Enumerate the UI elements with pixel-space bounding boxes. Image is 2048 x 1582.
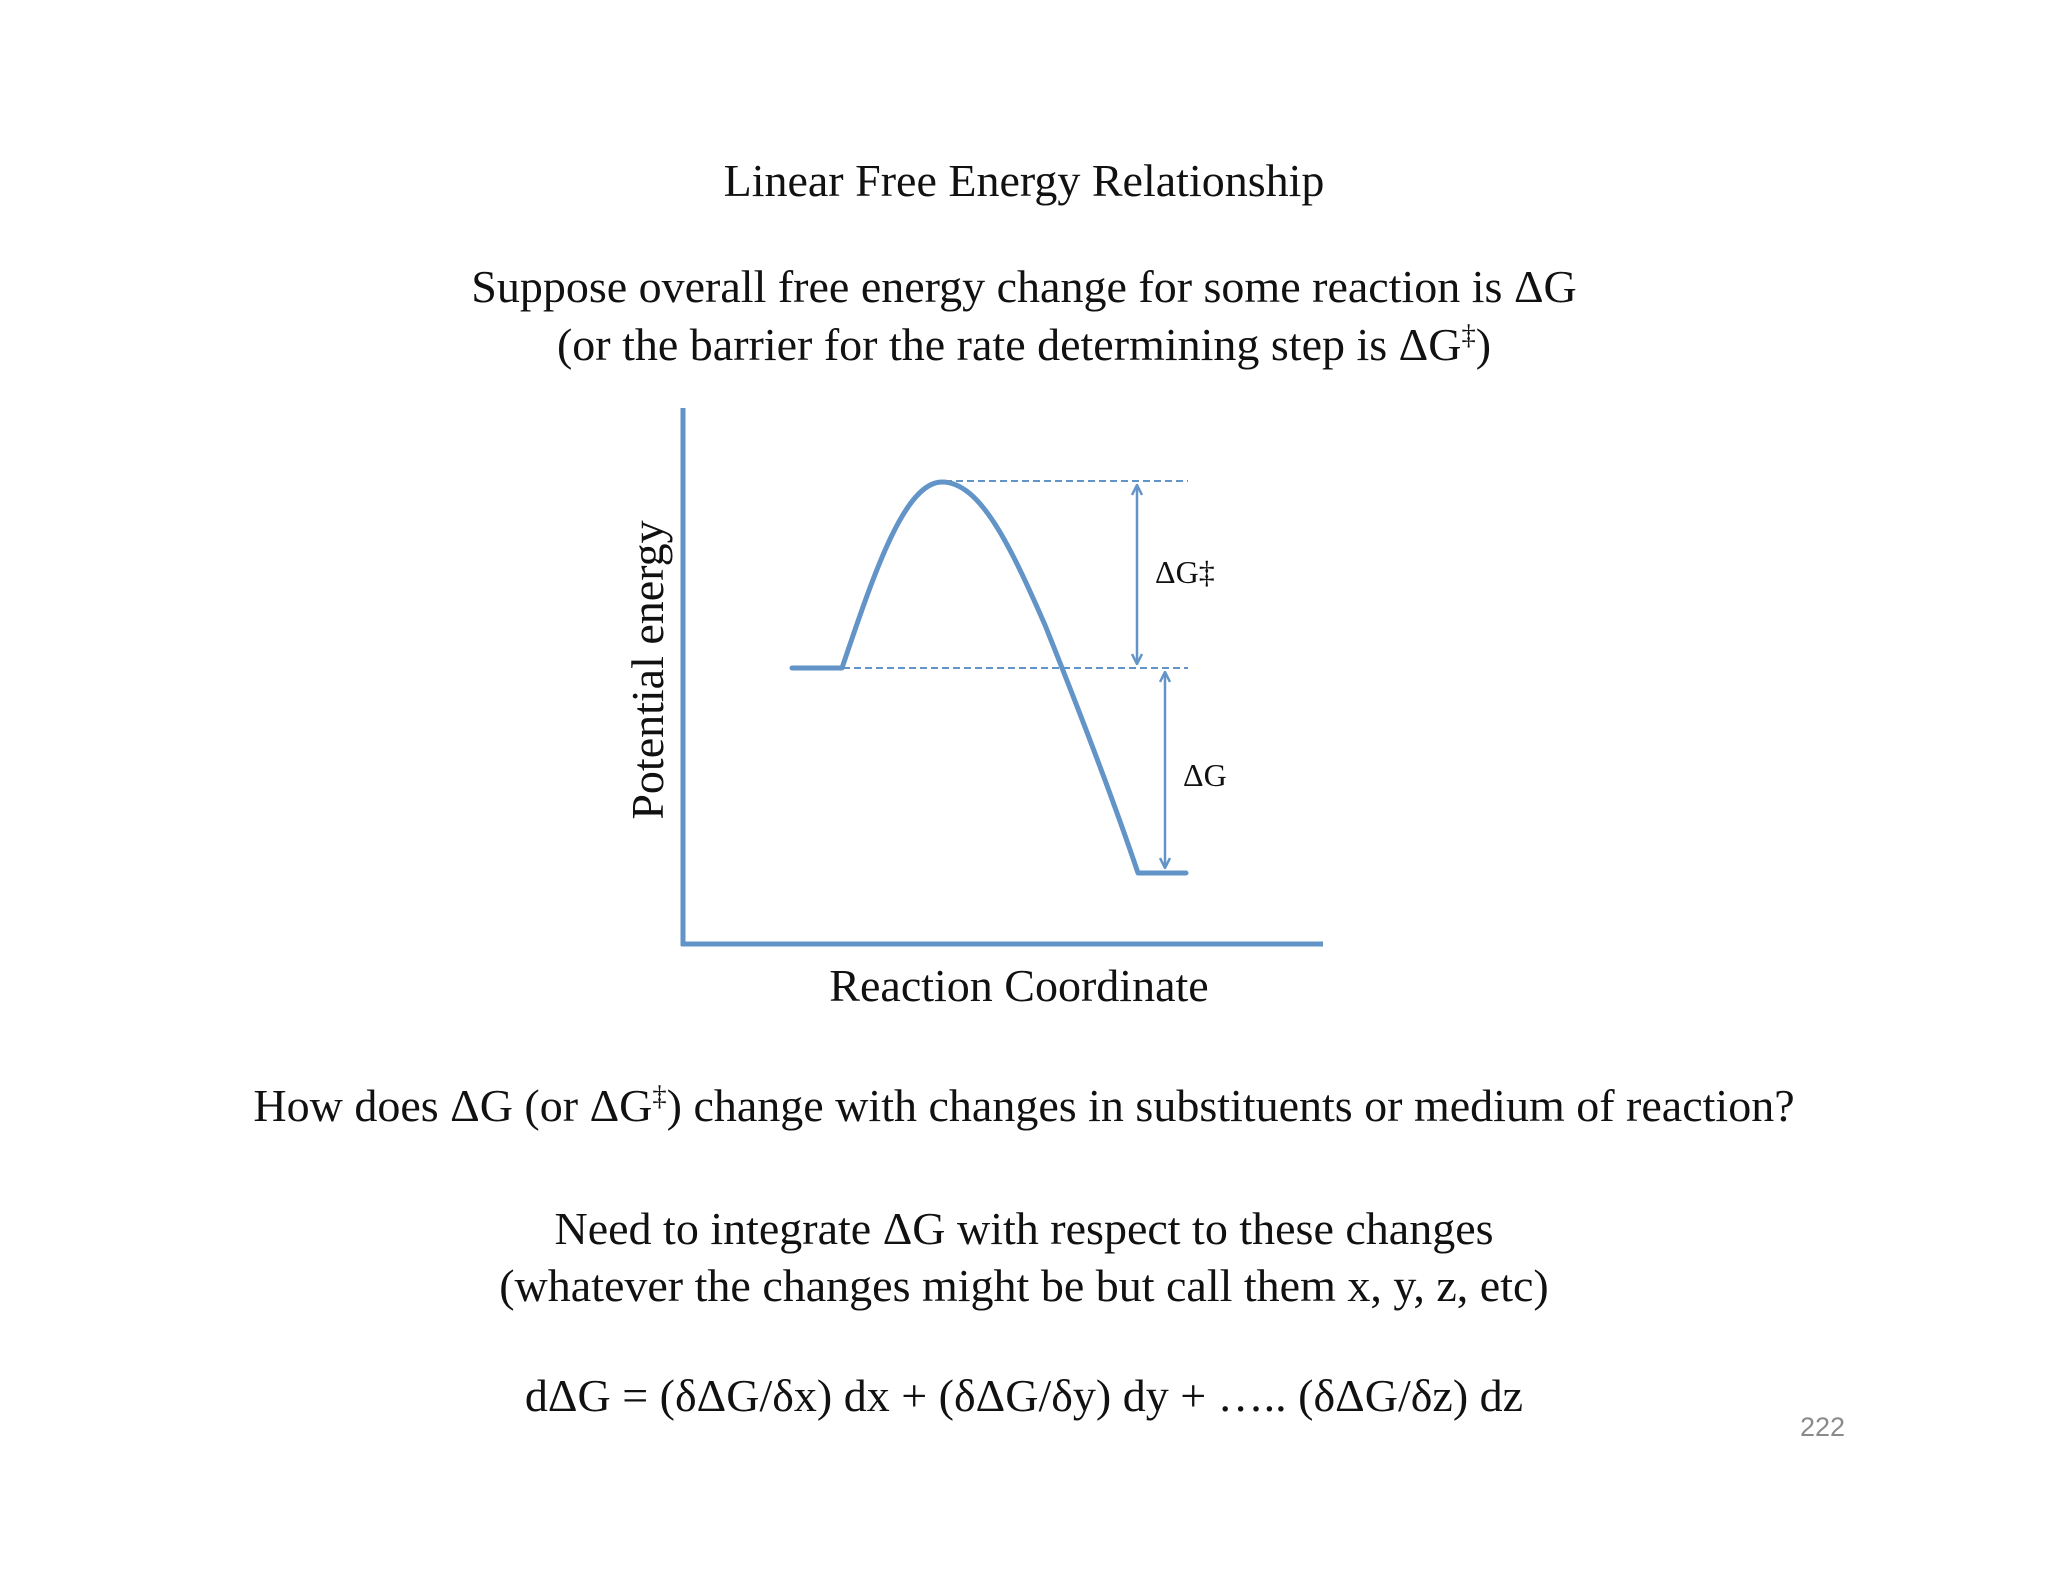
question-text-end: ) change with changes in substituents or… <box>666 1080 1795 1131</box>
question-line: How does ΔG (or ΔG‡) change with changes… <box>0 1083 2048 1129</box>
reaction-energy-curve <box>789 479 1189 876</box>
barrier-label: ΔG‡ <box>1155 554 1215 590</box>
need-line-2: (whatever the changes might be but call … <box>499 1260 1549 1311</box>
intro-line-2: (or the barrier for the rate determining… <box>0 322 2048 368</box>
question-double-dagger: ‡ <box>652 1081 667 1113</box>
intro-line-2-text: (or the barrier for the rate determining… <box>556 319 1462 370</box>
double-dagger-superscript: ‡ <box>1461 320 1476 352</box>
question-text: How does ΔG (or ΔG <box>253 1080 653 1131</box>
intro-line-1: Suppose overall free energy change for s… <box>471 261 1577 312</box>
need-line-1: Need to integrate ΔG with respect to the… <box>554 1203 1494 1254</box>
differential-equation: dΔG = (δΔG/δx) dx + (δΔG/δy) dy + ….. (δ… <box>524 1370 1524 1421</box>
x-axis-label: Reaction Coordinate <box>829 960 1208 1011</box>
slide-title: Linear Free Energy Relationship <box>723 155 1325 206</box>
intro-line-2-close: ) <box>1475 319 1492 370</box>
slide-number: 222 <box>1800 1412 1846 1442</box>
energy-change-label: ΔG <box>1183 757 1227 793</box>
y-axis-label: Potential energy <box>622 520 673 819</box>
